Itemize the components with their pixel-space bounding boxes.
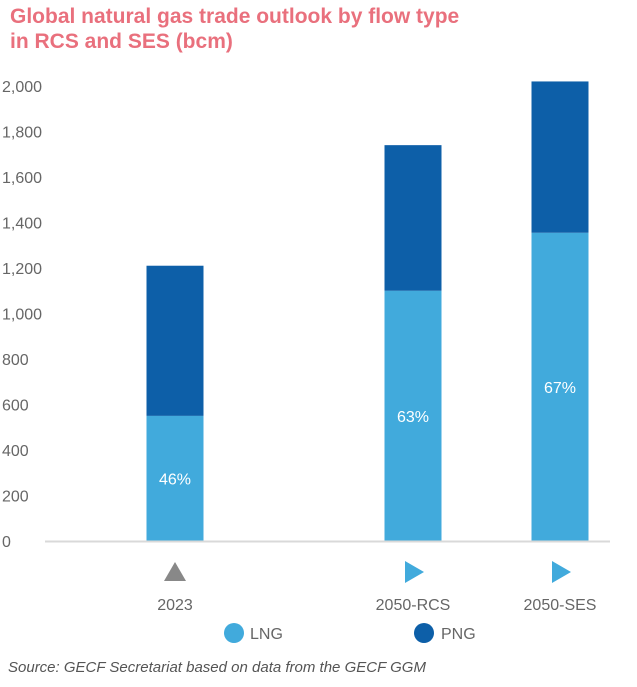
bar-png-2050-ses xyxy=(531,81,589,233)
chart-title-line-2: in RCS and SES (bcm) xyxy=(10,30,233,53)
legend-label-png: PNG xyxy=(441,626,476,643)
bar-png-2023 xyxy=(146,265,204,416)
chart-title: Global natural gas trade outlook by flow… xyxy=(10,4,630,54)
triangle-right-icon xyxy=(405,561,424,583)
y-tick-label: 800 xyxy=(2,352,29,369)
bar-lng-2050-rcs xyxy=(384,290,442,541)
legend-swatch-png xyxy=(414,623,434,643)
bar-share-label: 67% xyxy=(544,380,576,397)
triangle-right-icon xyxy=(552,561,571,583)
x-category-label: 2050-RCS xyxy=(376,597,451,614)
y-tick-label: 1,400 xyxy=(2,216,42,233)
source-note: Source: GECF Secretariat based on data f… xyxy=(8,659,426,676)
bar-share-label: 46% xyxy=(159,471,191,488)
y-tick-label: 1,600 xyxy=(2,170,42,187)
y-tick-label: 400 xyxy=(2,443,29,460)
y-tick-label: 0 xyxy=(2,534,11,551)
x-category-label: 2050-SES xyxy=(524,597,597,614)
y-tick-label: 2,000 xyxy=(2,79,42,96)
y-tick-label: 600 xyxy=(2,398,29,415)
legend-label-lng: LNG xyxy=(250,626,283,643)
chart-title-line-1: Global natural gas trade outlook by flow… xyxy=(10,5,460,28)
legend-swatch-lng xyxy=(224,623,244,643)
y-tick-label: 1,000 xyxy=(2,307,42,324)
bar-png-2050-rcs xyxy=(384,145,442,291)
y-tick-label: 1,800 xyxy=(2,125,42,142)
bar-lng-2023 xyxy=(146,415,204,541)
bar-lng-2050-ses xyxy=(531,232,589,542)
bar-share-label: 63% xyxy=(397,409,429,426)
triangle-up-icon xyxy=(164,562,186,581)
y-tick-label: 200 xyxy=(2,489,29,506)
x-category-label: 2023 xyxy=(157,597,193,614)
y-tick-label: 1,200 xyxy=(2,261,42,278)
